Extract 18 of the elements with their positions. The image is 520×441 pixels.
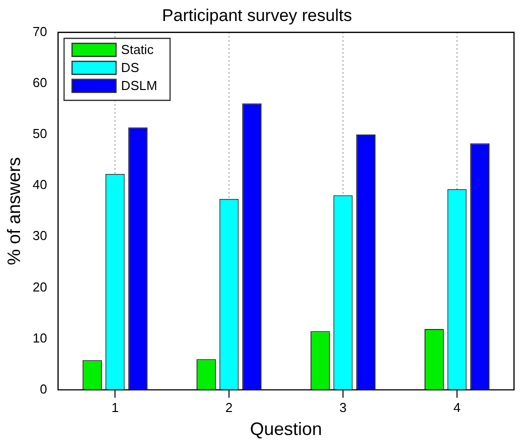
y-tick-label: 20 [32,279,48,294]
legend-label: DSLM [121,78,158,93]
x-tick-label: 3 [339,400,347,416]
legend-label: Static [121,42,154,57]
y-tick-label: 10 [32,330,48,346]
x-tick-label: 1 [111,400,119,416]
x-tick-label: 4 [453,400,461,416]
x-axis-title: Question [250,419,322,440]
x-tick-label: 2 [225,400,233,416]
y-tick-label: 50 [32,126,48,142]
y-tick-label: 0 [40,381,48,396]
y-tick-label: 40 [32,177,48,192]
y-tick-label: 60 [32,75,48,90]
y-tick-label: 70 [32,24,48,39]
y-axis-title: % of answers [4,157,24,266]
chart-title: Participant survey results [162,6,352,25]
y-tick-label: 30 [32,228,48,244]
legend-label: DS [121,60,140,75]
